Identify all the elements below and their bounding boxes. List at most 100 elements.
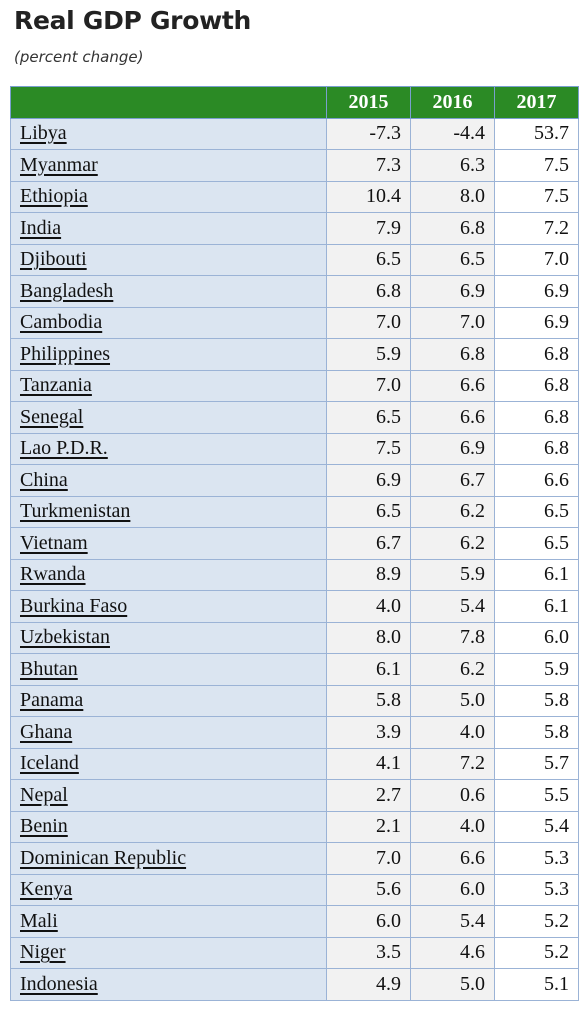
country-cell: Djibouti xyxy=(10,243,327,276)
country-cell: Panama xyxy=(10,684,327,717)
country-cell: Benin xyxy=(10,810,327,843)
value-cell-2015: 7.0 xyxy=(326,369,411,402)
value-cell-2017: 5.3 xyxy=(494,842,579,875)
country-link[interactable]: Benin xyxy=(20,815,68,838)
gdp-growth-table: 2015 2016 2017 Libya -7.3 -4.4 53.7 Myanmar 7… xyxy=(10,86,579,1001)
table-row: Ethiopia 10.4 8.0 7.5 xyxy=(10,180,579,213)
value-cell-2016: 5.4 xyxy=(410,590,495,623)
country-link[interactable]: Ghana xyxy=(20,720,73,743)
country-cell: Philippines xyxy=(10,338,327,371)
value-cell-2016: 6.3 xyxy=(410,149,495,182)
value-cell-2017: 6.8 xyxy=(494,401,579,434)
country-cell: Bhutan xyxy=(10,653,327,686)
value-cell-2015: 6.7 xyxy=(326,527,411,560)
table-row: Benin 2.1 4.0 5.4 xyxy=(10,810,579,843)
table-row: Libya -7.3 -4.4 53.7 xyxy=(10,117,579,150)
header-year-2017: 2017 xyxy=(494,86,579,119)
country-link[interactable]: Kenya xyxy=(20,878,73,901)
country-cell: Cambodia xyxy=(10,306,327,339)
value-cell-2015: 6.5 xyxy=(326,401,411,434)
value-cell-2017: 6.9 xyxy=(494,306,579,339)
header-year-2015: 2015 xyxy=(326,86,411,119)
value-cell-2016: 5.0 xyxy=(410,968,495,1001)
table-row: Tanzania 7.0 6.6 6.8 xyxy=(10,369,579,402)
value-cell-2017: 6.8 xyxy=(494,338,579,371)
country-link[interactable]: Panama xyxy=(20,689,84,712)
value-cell-2017: 5.1 xyxy=(494,968,579,1001)
country-link[interactable]: Uzbekistan xyxy=(20,626,110,649)
country-cell: Niger xyxy=(10,936,327,969)
table-header-row: 2015 2016 2017 xyxy=(10,86,579,119)
value-cell-2017: 5.2 xyxy=(494,936,579,969)
value-cell-2015: 4.0 xyxy=(326,590,411,623)
value-cell-2016: 4.6 xyxy=(410,936,495,969)
country-link[interactable]: Cambodia xyxy=(20,311,103,334)
table-row: Indonesia 4.9 5.0 5.1 xyxy=(10,968,579,1001)
value-cell-2016: 7.0 xyxy=(410,306,495,339)
country-cell: Bangladesh xyxy=(10,275,327,308)
value-cell-2015: 6.1 xyxy=(326,653,411,686)
country-link[interactable]: Tanzania xyxy=(20,374,92,397)
country-cell: Indonesia xyxy=(10,968,327,1001)
value-cell-2017: 6.1 xyxy=(494,590,579,623)
table-row: Philippines 5.9 6.8 6.8 xyxy=(10,338,579,371)
value-cell-2016: 6.2 xyxy=(410,527,495,560)
value-cell-2017: 6.1 xyxy=(494,558,579,591)
country-cell: India xyxy=(10,212,327,245)
header-year-2016: 2016 xyxy=(410,86,495,119)
page-title: Real GDP Growth xyxy=(14,6,252,35)
table-row: Bangladesh 6.8 6.9 6.9 xyxy=(10,275,579,308)
value-cell-2016: 6.8 xyxy=(410,212,495,245)
value-cell-2015: 2.1 xyxy=(326,810,411,843)
country-cell: Vietnam xyxy=(10,527,327,560)
country-link[interactable]: Djibouti xyxy=(20,248,87,271)
country-cell: Uzbekistan xyxy=(10,621,327,654)
value-cell-2015: 7.3 xyxy=(326,149,411,182)
table-row: Iceland 4.1 7.2 5.7 xyxy=(10,747,579,780)
value-cell-2015: 4.1 xyxy=(326,747,411,780)
table-row: Bhutan 6.1 6.2 5.9 xyxy=(10,653,579,686)
country-link[interactable]: Dominican Republic xyxy=(20,846,187,869)
country-link[interactable]: Nepal xyxy=(20,783,68,806)
value-cell-2016: 6.9 xyxy=(410,275,495,308)
value-cell-2017: 7.0 xyxy=(494,243,579,276)
country-link[interactable]: Libya xyxy=(20,122,67,145)
value-cell-2017: 6.8 xyxy=(494,432,579,465)
country-link[interactable]: Rwanda xyxy=(20,563,86,586)
country-link[interactable]: Burkina Faso xyxy=(20,594,128,617)
value-cell-2015: 3.9 xyxy=(326,716,411,749)
country-link[interactable]: Lao P.D.R. xyxy=(20,437,108,460)
table-body: Libya -7.3 -4.4 53.7 Myanmar 7.3 6.3 7.5 Ethiopi… xyxy=(10,117,579,1001)
value-cell-2016: 7.2 xyxy=(410,747,495,780)
country-link[interactable]: Niger xyxy=(20,941,66,964)
country-link[interactable]: Senegal xyxy=(20,405,84,428)
value-cell-2015: 7.0 xyxy=(326,306,411,339)
country-link[interactable]: Iceland xyxy=(20,752,79,775)
value-cell-2015: 5.9 xyxy=(326,338,411,371)
country-link[interactable]: India xyxy=(20,216,62,239)
country-link[interactable]: Mali xyxy=(20,909,58,932)
country-link[interactable]: Turkmenistan xyxy=(20,500,131,523)
country-link[interactable]: China xyxy=(20,468,68,491)
country-cell: Nepal xyxy=(10,779,327,812)
value-cell-2016: 6.6 xyxy=(410,369,495,402)
value-cell-2016: 8.0 xyxy=(410,180,495,213)
country-link[interactable]: Indonesia xyxy=(20,972,98,995)
value-cell-2015: 10.4 xyxy=(326,180,411,213)
country-link[interactable]: Vietnam xyxy=(20,531,88,554)
value-cell-2017: 6.9 xyxy=(494,275,579,308)
country-link[interactable]: Bhutan xyxy=(20,657,78,680)
country-link[interactable]: Bangladesh xyxy=(20,279,114,302)
value-cell-2016: 6.2 xyxy=(410,653,495,686)
country-link[interactable]: Philippines xyxy=(20,342,111,365)
country-link[interactable]: Myanmar xyxy=(20,153,98,176)
country-cell: Burkina Faso xyxy=(10,590,327,623)
value-cell-2017: 6.8 xyxy=(494,369,579,402)
value-cell-2017: 53.7 xyxy=(494,117,579,150)
table-row: Uzbekistan 8.0 7.8 6.0 xyxy=(10,621,579,654)
country-cell: China xyxy=(10,464,327,497)
value-cell-2015: 5.8 xyxy=(326,684,411,717)
country-cell: Libya xyxy=(10,117,327,150)
value-cell-2016: 5.9 xyxy=(410,558,495,591)
country-link[interactable]: Ethiopia xyxy=(20,185,88,208)
